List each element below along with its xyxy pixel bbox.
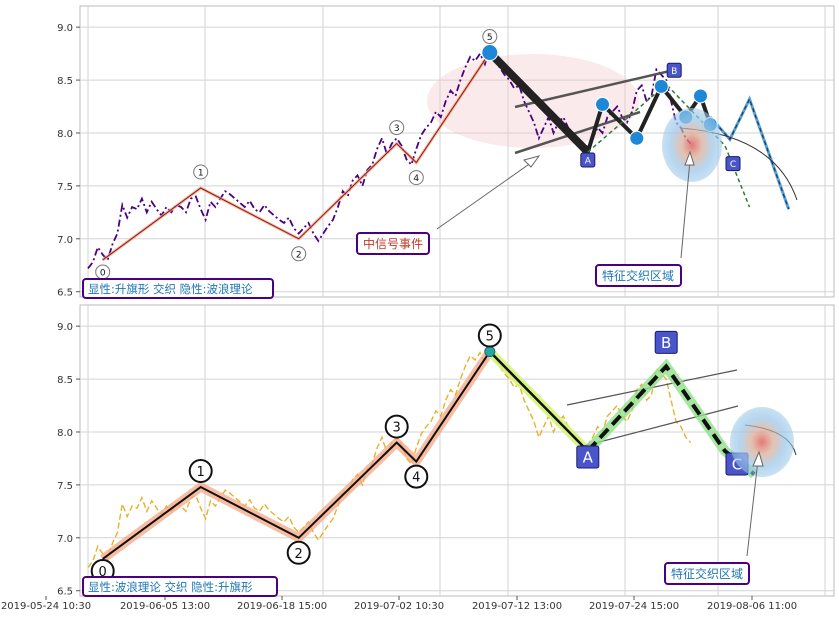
wave-number-label: 4 xyxy=(413,174,419,184)
correction-letter: C xyxy=(732,456,742,474)
wave-number-label: 4 xyxy=(412,471,420,486)
x-tick-label: 2019-05-24 10:30 xyxy=(1,601,91,612)
y-tick-label: 7.5 xyxy=(57,481,73,492)
wave-number-marker xyxy=(286,540,311,565)
wave-number-marker xyxy=(291,246,307,262)
wave-number-label: 1 xyxy=(198,169,204,179)
correction-letter: A xyxy=(583,449,594,467)
zone-arrow-head xyxy=(684,150,695,166)
wave-number-marker xyxy=(389,120,405,136)
y-tick-label: 8.0 xyxy=(57,428,73,439)
bottom-panel: 6.57.07.58.08.59.0 2019-05-24 10:30 2019-… xyxy=(1,304,835,612)
top-wave-labels: 0 1 2 3 4 5 A B C xyxy=(95,29,741,280)
correction-letter-box xyxy=(654,330,678,354)
top-legend-box xyxy=(82,278,274,299)
y-tick-label: 8.5 xyxy=(57,375,73,386)
top-wave-layer xyxy=(101,44,798,262)
zigzag-node xyxy=(595,96,610,112)
zigzag-node xyxy=(693,88,708,104)
impulse-wave-line xyxy=(102,351,491,560)
wave-number-label: 2 xyxy=(295,547,303,562)
event-label-box xyxy=(356,232,430,255)
wave-number-marker xyxy=(477,323,502,348)
wave-number-marker xyxy=(404,464,429,489)
top-panel: 6.5 7.0 7.5 8.0 8.5 9.0 0 1 2 3 4 5 A B C 中信号事件 特征交织区… xyxy=(57,5,835,299)
zone-label: 特征交织区域 xyxy=(602,268,674,283)
correction-letter-box xyxy=(725,156,741,172)
correction-letter-box xyxy=(580,152,596,168)
event-label: 中信号事件 xyxy=(363,236,423,251)
projection-line xyxy=(709,97,790,210)
wave-number-label: 3 xyxy=(393,421,401,436)
top-y-axis: 6.5 7.0 7.5 8.0 8.5 9.0 xyxy=(57,23,80,299)
y-tick-label: 9.0 xyxy=(57,23,73,34)
bottom-legend-text: 显性:波浪理论 交织 隐性:升旗形 xyxy=(88,580,253,594)
top-legend-text: 显性:升旗形 交织 隐性:波浪理论 xyxy=(88,282,253,296)
x-tick-label: 2019-07-24 15:00 xyxy=(589,601,679,612)
y-tick-label: 7.0 xyxy=(57,534,73,545)
flag-channel-lower xyxy=(579,405,739,448)
bottom-y-axis: 6.5 7.0 7.5 8.0 8.5 9.0 xyxy=(57,322,80,598)
zigzag-node xyxy=(629,130,645,146)
wave-number-label: 0 xyxy=(100,268,106,278)
bottom-zone-arrow-head xyxy=(752,450,764,467)
event-arrow-head xyxy=(523,155,541,168)
y-tick-label: 7.5 xyxy=(57,182,73,193)
impulse-wave-line xyxy=(102,52,491,261)
y-tick-label: 8.0 xyxy=(57,129,73,140)
event-arrow-shaft xyxy=(436,159,536,230)
y-tick-label: 9.0 xyxy=(57,322,73,333)
wave-number-label: 0 xyxy=(99,565,107,580)
wave-number-marker xyxy=(193,164,209,180)
bottom-zone-arrow-shaft xyxy=(746,459,759,557)
x-tick-label: 2019-06-05 13:00 xyxy=(120,601,210,612)
y-tick-label: 6.5 xyxy=(57,587,73,598)
bottom-series-layer xyxy=(87,345,692,568)
correction-letter: B xyxy=(671,67,677,77)
wave-number-marker xyxy=(408,170,424,186)
bottom-zone-label-box xyxy=(664,562,750,585)
x-tick-label: 2019-06-18 15:00 xyxy=(237,601,327,612)
bottom-legend-box xyxy=(82,576,278,597)
bottom-zone-label: 特征交织区域 xyxy=(671,566,743,581)
wave-number-label: 2 xyxy=(296,250,302,260)
wave-number-label: 1 xyxy=(197,465,205,480)
wave-number-label: 5 xyxy=(487,33,493,43)
bottom-panel-frame xyxy=(79,304,835,597)
bottom-wave-labels: 0 1 2 3 4 5 A B C xyxy=(90,323,749,583)
bottom-zone-highlight xyxy=(730,407,794,477)
wave-number-label: 3 xyxy=(394,124,400,134)
wave-5-node xyxy=(484,346,496,358)
zone-highlight xyxy=(662,108,722,182)
wave-number-marker xyxy=(482,29,498,45)
zone-label-box xyxy=(595,264,682,287)
zigzag-node xyxy=(653,78,669,94)
wave-number-marker xyxy=(188,459,213,484)
correction-letter-box xyxy=(666,62,682,78)
correction-letter: A xyxy=(585,157,592,167)
correction-letter: B xyxy=(661,334,671,352)
y-tick-label: 8.5 xyxy=(57,76,73,87)
zone-arrow-shaft xyxy=(680,159,691,259)
wave-number-marker xyxy=(384,414,409,439)
y-tick-label: 6.5 xyxy=(57,288,73,299)
bottom-x-axis: 2019-05-24 10:30 2019-06-05 13:00 2019-06-… xyxy=(1,596,797,612)
correction-letter: C xyxy=(730,160,736,170)
wave-number-label: 5 xyxy=(486,330,494,345)
x-tick-label: 2019-08-06 11:00 xyxy=(707,601,797,612)
zigzag-node xyxy=(481,44,499,62)
correction-letter-box xyxy=(576,445,600,469)
x-tick-label: 2019-07-02 10:30 xyxy=(354,601,444,612)
y-tick-label: 7.0 xyxy=(57,235,73,246)
wave-5-to-a-line xyxy=(488,350,589,452)
price-series-line xyxy=(87,345,692,568)
correction-dashed xyxy=(587,83,751,208)
x-tick-label: 2019-07-12 13:00 xyxy=(472,601,562,612)
